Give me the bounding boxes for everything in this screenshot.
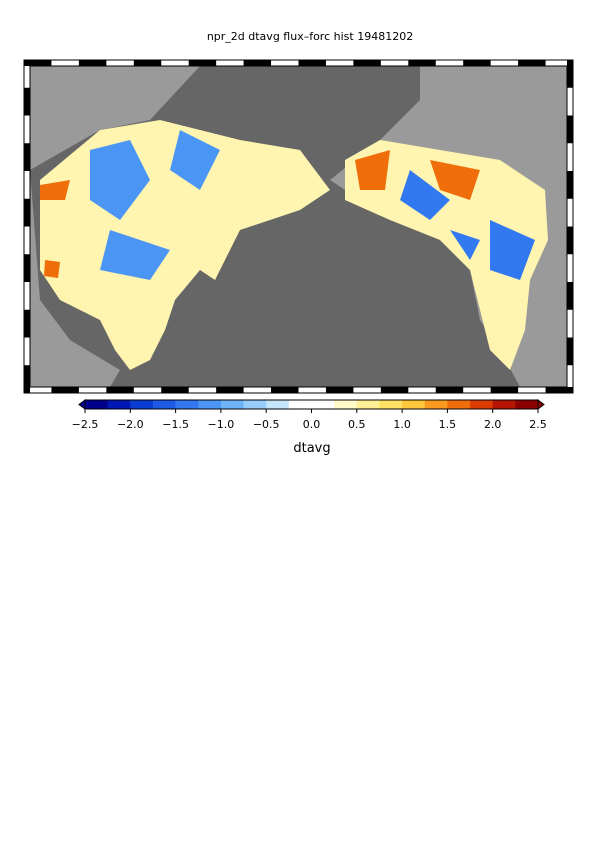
frame-tick <box>216 387 244 393</box>
frame-tick <box>24 87 30 116</box>
frame-tick <box>271 387 299 393</box>
colorbar-tick-label: −2.5 <box>72 418 99 431</box>
colorbar-arrow <box>78 399 86 410</box>
frame-tick <box>567 226 573 255</box>
colorbar-swatch <box>152 400 176 409</box>
land-asia <box>30 66 200 387</box>
colorbar-swatch <box>85 400 108 409</box>
frame-tick <box>24 198 30 227</box>
frame-tick <box>243 60 272 66</box>
colorbar-swatch <box>402 400 426 409</box>
colorbar-swatch <box>356 400 380 409</box>
colorbar-swatch <box>424 400 448 409</box>
frame-tick <box>51 387 79 393</box>
colorbar-swatch <box>107 400 131 409</box>
heat-cold-west <box>90 130 220 280</box>
frame-tick <box>188 60 217 66</box>
frame-tick <box>24 60 52 66</box>
colorbar-tick-label: −2.0 <box>117 418 144 431</box>
frame-tick <box>567 115 573 144</box>
colorbar-swatch <box>175 400 199 409</box>
frame-tick <box>298 60 326 66</box>
frame-tick <box>133 60 162 66</box>
colorbar: −2.5 −2.0 −1.5 −1.0 −0.5 0.0 0.5 1.0 1.5 2.0 2.5 <box>72 399 547 431</box>
colorbar-swatch <box>492 400 516 409</box>
frame-tick <box>106 387 134 393</box>
frame-tick <box>567 337 573 366</box>
frame-tick <box>463 60 491 66</box>
colorbar-swatch <box>198 400 222 409</box>
frame-tick <box>161 387 189 393</box>
colorbar-swatch <box>379 400 403 409</box>
colorbar-swatch <box>130 400 154 409</box>
heat-cold-east <box>400 170 535 280</box>
frame-tick <box>380 387 409 393</box>
colorbar-swatch <box>470 400 493 409</box>
colorbar-tick-label: 0.0 <box>303 418 321 431</box>
frame-tick <box>24 143 30 171</box>
colorbar-swatch <box>447 400 471 409</box>
frame-tick <box>24 365 30 393</box>
map-border <box>29 65 568 388</box>
frame-tick <box>567 171 573 199</box>
frame-tick <box>518 60 546 66</box>
frame-tick <box>567 282 573 310</box>
colorbar-tick-label: 2.5 <box>529 418 547 431</box>
heat-east <box>345 140 548 370</box>
frame-tick <box>490 387 519 393</box>
frame-tick <box>24 309 30 338</box>
colorbar-tick-label: −1.5 <box>162 418 189 431</box>
map <box>23 59 574 394</box>
colorbar-tick-label: 2.0 <box>484 418 502 431</box>
colorbar-swatch <box>266 400 290 409</box>
colorbar-swatch <box>288 400 312 409</box>
frame-tick <box>353 60 381 66</box>
frame-tick <box>325 387 354 393</box>
frame-tick <box>435 387 464 393</box>
frame-tick <box>408 60 436 66</box>
map-title: npr_2d dtavg flux–forc hist 19481202 <box>207 30 413 43</box>
colorbar-tick-label: 0.5 <box>348 418 366 431</box>
colorbar-label: dtavg <box>293 441 330 456</box>
colorbar-swatch <box>243 400 267 409</box>
colorbar-tick-label: −0.5 <box>253 418 280 431</box>
frame-tick <box>24 254 30 282</box>
frame-tick <box>78 60 107 66</box>
colorbar-tick-label: 1.5 <box>439 418 457 431</box>
colorbar-tick-label: 1.0 <box>393 418 411 431</box>
frame-tick <box>545 387 573 393</box>
colorbar-tick-label: −1.0 <box>208 418 235 431</box>
colorbar-swatch <box>311 400 335 409</box>
colorbar-swatch <box>334 400 358 409</box>
frame-tick <box>567 60 573 88</box>
heat-warm <box>40 150 480 278</box>
colorbar-swatch <box>515 400 539 409</box>
colorbar-arrow <box>537 399 545 410</box>
colorbar-swatch <box>220 400 244 409</box>
